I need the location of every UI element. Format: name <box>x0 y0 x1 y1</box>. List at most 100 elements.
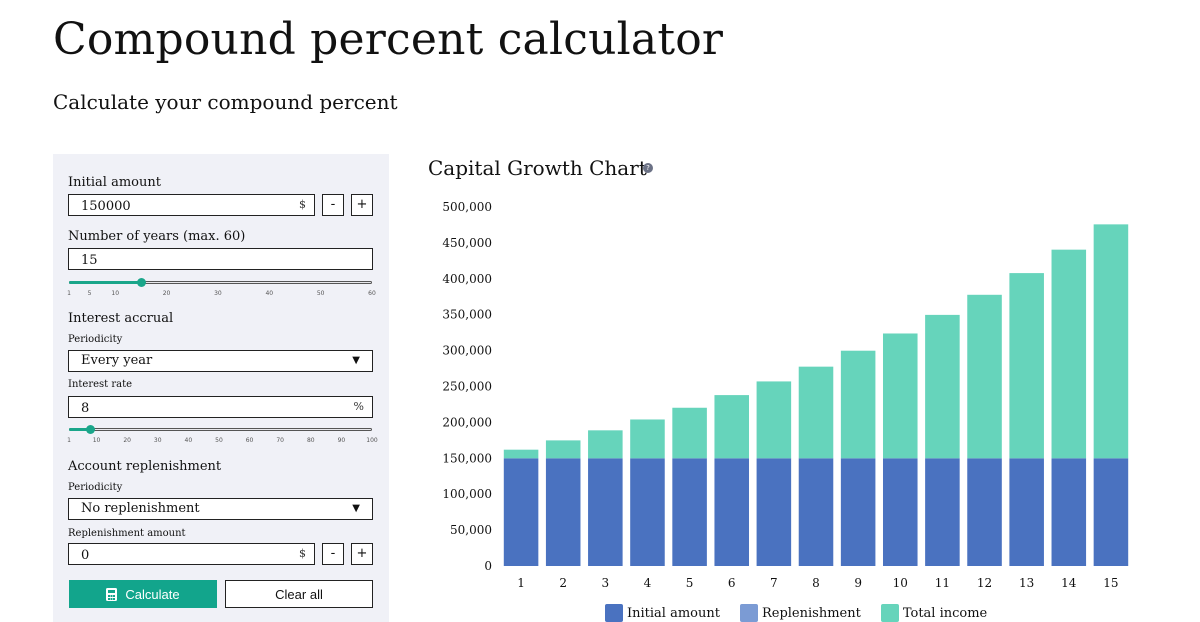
y-tick-label: 200,000 <box>442 415 492 429</box>
bar-total-income-3[interactable] <box>588 430 623 459</box>
years-slider-thumb[interactable] <box>136 278 146 287</box>
years-field[interactable] <box>68 248 373 271</box>
years-slider-tick-label: 30 <box>214 290 222 297</box>
page-title: Compound percent calculator <box>53 14 724 65</box>
bar-initial-amount-8[interactable] <box>798 458 834 566</box>
interest-rate-slider-tick-label: 30 <box>153 437 162 444</box>
bar-total-income-14[interactable] <box>1051 249 1087 459</box>
y-tick-label: 250,000 <box>442 380 492 394</box>
initial-amount-input[interactable] <box>69 196 314 217</box>
years-slider-ticks: 1 5 10 20 30 40 50 60 <box>67 290 376 298</box>
y-tick-label: 0 <box>484 559 492 573</box>
bar-initial-amount-4[interactable] <box>630 458 665 566</box>
replenishment-periodicity-value: No replenishment <box>81 501 200 516</box>
y-tick-label: 50,000 <box>450 523 492 537</box>
interest-rate-slider[interactable] <box>69 425 372 437</box>
bar-initial-amount-2[interactable] <box>545 458 581 566</box>
interest-rate-slider-fill <box>69 428 91 431</box>
bar-total-income-6[interactable] <box>714 395 750 459</box>
interest-rate-input[interactable] <box>69 398 372 419</box>
bar-total-income-11[interactable] <box>925 314 960 459</box>
bar-initial-amount-9[interactable] <box>840 458 876 566</box>
bar-initial-amount-5[interactable] <box>672 458 707 566</box>
bar-initial-amount-1[interactable] <box>503 458 539 566</box>
bar-initial-amount-7[interactable] <box>756 458 792 566</box>
interest-periodicity-value: Every year <box>81 353 153 368</box>
bar-total-income-5[interactable] <box>672 407 707 459</box>
bar-total-income-12[interactable] <box>967 294 1002 459</box>
interest-rate-slider-tick-label: 1 <box>67 437 71 444</box>
replenishment-amount-label: Replenishment amount <box>68 528 186 539</box>
y-tick-label: 150,000 <box>442 451 492 465</box>
y-tick-label: 350,000 <box>442 308 492 322</box>
x-tick-label: 8 <box>812 576 820 590</box>
x-tick-label: 11 <box>935 576 950 590</box>
bar-initial-amount-15[interactable] <box>1093 458 1129 566</box>
interest-rate-field[interactable]: % <box>68 396 373 419</box>
calculator-icon <box>106 587 118 601</box>
bar-total-income-13[interactable] <box>1009 273 1044 459</box>
bar-total-income-4[interactable] <box>630 419 665 459</box>
calculate-button[interactable]: Calculate <box>69 580 217 608</box>
replenishment-increment-button[interactable]: + <box>351 543 373 565</box>
bar-total-income-10[interactable] <box>882 333 918 459</box>
years-slider-tick-label: 5 <box>87 290 92 297</box>
legend-swatch <box>605 604 623 622</box>
bar-total-income-9[interactable] <box>840 350 876 459</box>
bar-total-income-7[interactable] <box>756 381 792 459</box>
clear-all-button[interactable]: Clear all <box>225 580 373 608</box>
years-slider-tick-label: 1 <box>67 290 71 297</box>
bar-total-income-1[interactable] <box>503 449 539 459</box>
interest-rate-slider-tick-label: 80 <box>306 437 315 444</box>
bar-initial-amount-12[interactable] <box>967 458 1002 566</box>
bar-initial-amount-11[interactable] <box>925 458 960 566</box>
interest-rate-slider-track <box>69 428 372 431</box>
bar-total-income-8[interactable] <box>798 366 834 459</box>
legend-label: Total income <box>902 605 988 621</box>
years-slider-tick-label: 20 <box>162 290 171 297</box>
replenishment-amount-field[interactable]: $ <box>68 543 315 566</box>
y-tick-label: 500,000 <box>442 200 492 214</box>
interest-rate-slider-thumb[interactable] <box>86 425 96 434</box>
bar-total-income-15[interactable] <box>1093 224 1129 459</box>
years-slider-tick-label: 10 <box>111 290 120 297</box>
legend-item[interactable]: Initial amount <box>605 604 720 622</box>
account-replenishment-heading: Account replenishment <box>68 459 222 474</box>
replenishment-amount-input[interactable] <box>69 545 314 566</box>
years-slider[interactable] <box>69 278 372 290</box>
bar-initial-amount-3[interactable] <box>588 458 623 566</box>
interest-periodicity-select[interactable]: Every year ▼ <box>68 350 373 372</box>
legend-item[interactable]: Replenishment <box>739 604 861 622</box>
help-icon[interactable]: ? <box>643 163 653 173</box>
interest-rate-slider-tick-label: 10 <box>92 437 101 444</box>
bar-initial-amount-13[interactable] <box>1009 458 1044 566</box>
initial-amount-field[interactable]: $ <box>68 194 315 217</box>
initial-amount-decrement-button[interactable]: - <box>322 194 344 216</box>
years-slider-fill <box>69 281 141 284</box>
interest-rate-slider-tick-label: 60 <box>245 437 254 444</box>
bar-initial-amount-10[interactable] <box>882 458 918 566</box>
initial-amount-label: Initial amount <box>68 175 161 190</box>
years-input[interactable] <box>69 250 372 271</box>
y-tick-label: 100,000 <box>442 487 492 501</box>
chart-title: Capital Growth Chart <box>428 156 647 180</box>
bar-total-income-2[interactable] <box>545 440 581 459</box>
replenishment-amount-unit: $ <box>299 547 306 560</box>
legend-label: Initial amount <box>627 605 720 621</box>
legend-item[interactable]: Total income <box>880 604 988 622</box>
x-tick-label: 5 <box>686 576 694 590</box>
x-tick-label: 15 <box>1103 576 1118 590</box>
bar-initial-amount-6[interactable] <box>714 458 750 566</box>
legend-swatch <box>880 604 899 622</box>
replenishment-periodicity-select[interactable]: No replenishment ▼ <box>68 498 373 520</box>
page-subtitle: Calculate your compound percent <box>53 90 398 114</box>
years-slider-tick-label: 50 <box>316 290 325 297</box>
initial-amount-increment-button[interactable]: + <box>351 194 373 216</box>
dropdown-arrow-icon: ▼ <box>352 355 360 366</box>
replenishment-decrement-button[interactable]: - <box>322 543 344 565</box>
x-tick-label: 3 <box>602 576 610 590</box>
interest-rate-slider-tick-label: 50 <box>215 437 223 444</box>
chart-legend: Initial amount Replenishment Total income <box>605 604 987 622</box>
bar-initial-amount-14[interactable] <box>1051 458 1087 566</box>
interest-rate-slider-tick-label: 90 <box>337 437 346 444</box>
